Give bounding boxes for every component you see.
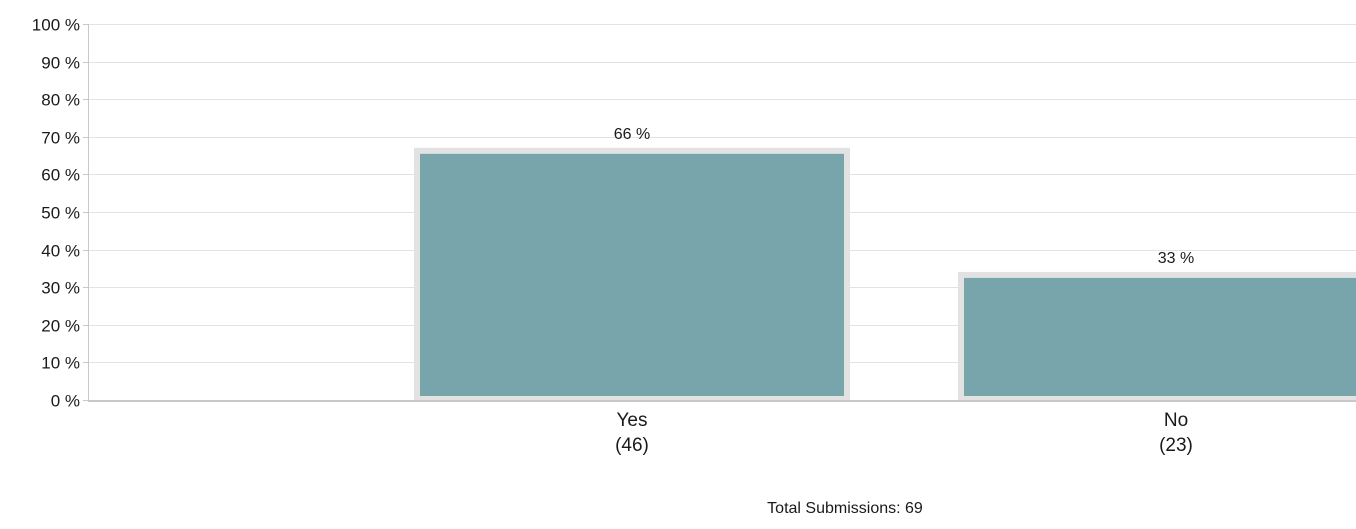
y-tick-label: 60 % bbox=[41, 166, 80, 185]
y-tick-label: 30 % bbox=[41, 279, 80, 298]
data-label: 66 % bbox=[614, 126, 650, 143]
y-tick-label: 20 % bbox=[41, 317, 80, 336]
data-label: 33 % bbox=[1158, 250, 1194, 267]
x-category-label: Yes bbox=[617, 410, 648, 431]
y-tick-label: 40 % bbox=[41, 242, 80, 261]
y-tick-label: 0 % bbox=[51, 392, 80, 411]
bar bbox=[964, 277, 1356, 396]
y-tick-label: 50 % bbox=[41, 204, 80, 223]
y-tick-label: 10 % bbox=[41, 354, 80, 373]
bars bbox=[414, 147, 1356, 400]
x-axis-categories: Yes (46) No (23) bbox=[615, 410, 1193, 456]
y-axis-ticks: 0 % 10 % 20 % 30 % 40 % 50 % 60 % 70 % 80 % 90 % 1… bbox=[32, 16, 89, 411]
x-category-label: No bbox=[1164, 410, 1188, 431]
data-labels: 66 % 33 % bbox=[614, 126, 1194, 267]
y-tick-label: 80 % bbox=[41, 91, 80, 110]
total-submissions: Total Submissions: 69 bbox=[767, 500, 923, 517]
y-tick-label: 100 % bbox=[32, 16, 80, 35]
bar bbox=[420, 153, 844, 396]
y-tick-label: 70 % bbox=[41, 129, 80, 148]
x-category-count: (46) bbox=[615, 435, 649, 456]
x-category-count: (23) bbox=[1159, 435, 1193, 456]
y-tick-label: 90 % bbox=[41, 54, 80, 73]
